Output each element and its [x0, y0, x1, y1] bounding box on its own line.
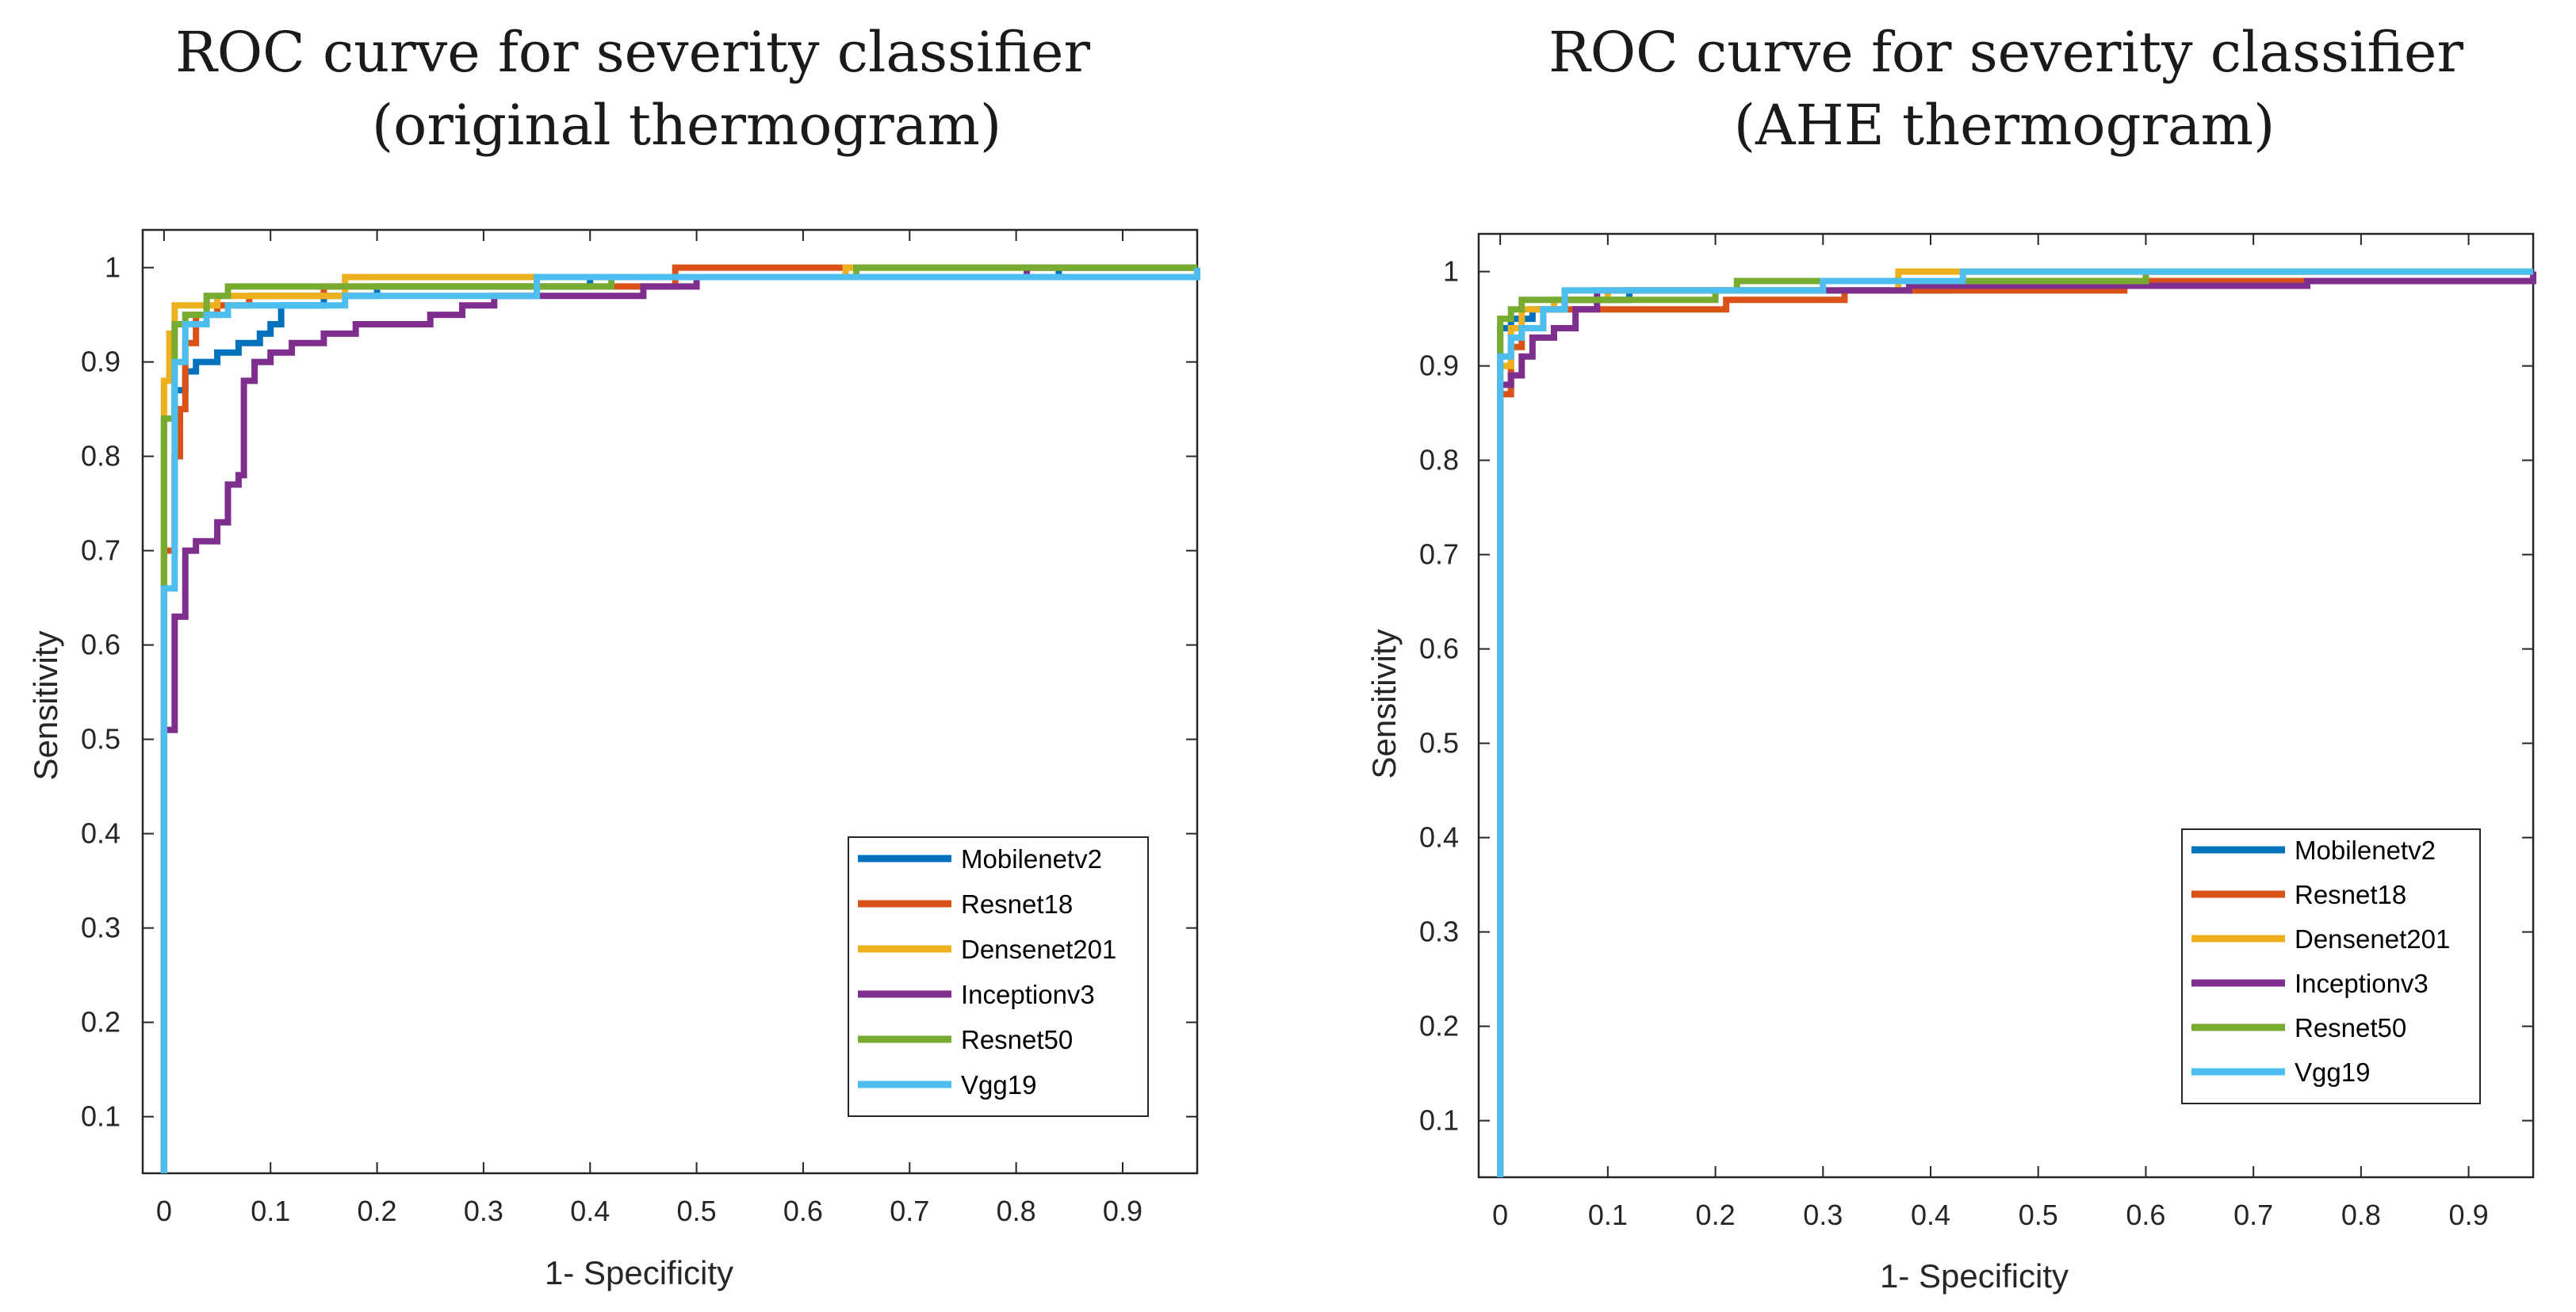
chart-title-line1: ROC curve for severity classifier: [175, 20, 1090, 85]
legend-label: Resnet18: [2295, 880, 2406, 909]
x-tick-label: 0.4: [1911, 1199, 1950, 1231]
y-tick-label: 0.3: [1419, 916, 1459, 948]
legend-label: Resnet18: [961, 889, 1073, 919]
x-tick-labels: 0 0.1 0.2 0.3 0.4 0.5 0.6 0.7 0.8 0.9: [1492, 1199, 2488, 1231]
series-layer: [160, 264, 1200, 1173]
x-tick-label: 0.7: [2233, 1199, 2273, 1231]
legend-label: Resnet50: [961, 1025, 1073, 1054]
y-tick-label: 0.9: [81, 346, 121, 378]
y-tick-label: 0.1: [1419, 1104, 1459, 1137]
legend-label: Densenet201: [961, 935, 1116, 964]
x-axis-label: 1- Specificity: [545, 1254, 733, 1291]
x-tick-labels: 0 0.1 0.2 0.3 0.4 0.5 0.6 0.7 0.8 0.9: [156, 1195, 1143, 1227]
x-tick-label: 0.2: [358, 1195, 397, 1227]
y-tick-label: 0.8: [1419, 444, 1459, 476]
chart-title-line2: (original thermogram): [372, 93, 1001, 158]
x-tick-label: 0.1: [251, 1195, 290, 1227]
y-tick-label: 0.5: [1419, 727, 1459, 759]
legend-label: Resnet50: [2295, 1013, 2406, 1042]
y-tick-label: 0.3: [81, 912, 121, 944]
roc-line-vgg19: [160, 267, 1200, 1173]
y-tick-label: 1: [1443, 255, 1459, 288]
roc-line-resnet50: [1497, 268, 2533, 1177]
chart-original-thermogram: ROC curve for severity classifier (origi…: [27, 20, 1200, 1291]
x-tick-label: 0.9: [2449, 1199, 2489, 1231]
y-tick-label: 0.6: [81, 629, 121, 661]
chart-title-line1: ROC curve for severity classifier: [1548, 20, 2463, 85]
x-tick-label: 0.8: [2341, 1199, 2381, 1231]
x-tick-label: 0.5: [677, 1195, 717, 1227]
axis-ticks: [1479, 234, 2533, 1177]
x-tick-label: 0: [156, 1195, 172, 1227]
x-tick-label: 0.5: [2019, 1199, 2058, 1231]
x-tick-label: 0.2: [1696, 1199, 1736, 1231]
legend-label: Mobilenetv2: [2295, 836, 2436, 865]
y-tick-label: 0.9: [1419, 350, 1459, 382]
legend-label: Vgg19: [2295, 1058, 2370, 1087]
x-axis-label: 1- Specificity: [1880, 1257, 2069, 1295]
x-tick-label: 0.8: [997, 1195, 1036, 1227]
legend-box: [2181, 828, 2481, 1104]
y-tick-label: 0.5: [81, 723, 121, 755]
y-tick-label: 0.4: [81, 817, 121, 850]
y-tick-label: 0.1: [81, 1100, 121, 1133]
y-tick-label: 0.7: [1419, 538, 1459, 571]
legend: Mobilenetv2 Resnet18 Densenet201 Incepti…: [2181, 828, 2481, 1104]
x-tick-label: 0.9: [1103, 1195, 1143, 1227]
x-tick-label: 0.4: [570, 1195, 610, 1227]
legend-box: [848, 836, 1149, 1117]
chart-title-line2: (AHE thermogram): [1734, 93, 2276, 158]
chart-ahe-thermogram: ROC curve for severity classifier (AHE t…: [1365, 20, 2536, 1295]
y-tick-label: 0.2: [1419, 1010, 1459, 1042]
x-tick-label: 0.6: [2126, 1199, 2165, 1231]
y-tick-label: 1: [105, 251, 121, 284]
y-tick-label: 0.4: [1419, 821, 1459, 854]
y-tick-labels: 0.1 0.2 0.3 0.4 0.5 0.6 0.7 0.8 0.9 1: [81, 251, 121, 1133]
legend-label: Densenet201: [2295, 924, 2450, 954]
y-axis-label: Sensitivity: [1365, 629, 1403, 778]
roc-line-inceptionv3: [160, 264, 1197, 1173]
legend-label: Inceptionv3: [2295, 969, 2429, 998]
x-tick-label: 0.6: [783, 1195, 823, 1227]
y-tick-label: 0.7: [81, 534, 121, 567]
y-tick-label: 0.8: [81, 440, 121, 472]
series-layer: [1497, 268, 2536, 1177]
roc-line-inceptionv3: [1497, 271, 2536, 1177]
y-tick-label: 0.2: [81, 1006, 121, 1039]
y-tick-label: 0.6: [1419, 633, 1459, 665]
roc-line-vgg19: [1497, 268, 2533, 1177]
x-tick-label: 0.7: [890, 1195, 929, 1227]
y-tick-labels: 0.1 0.2 0.3 0.4 0.5 0.6 0.7 0.8 0.9 1: [1419, 255, 1459, 1137]
x-tick-label: 0.1: [1588, 1199, 1628, 1231]
x-tick-label: 0.3: [1803, 1199, 1843, 1231]
x-tick-label: 0: [1492, 1199, 1508, 1231]
y-axis-label: Sensitivity: [27, 630, 64, 780]
legend-label: Mobilenetv2: [961, 844, 1102, 874]
legend-label: Vgg19: [961, 1070, 1036, 1100]
legend-label: Inceptionv3: [961, 980, 1095, 1009]
legend: Mobilenetv2 Resnet18 Densenet201 Incepti…: [848, 836, 1149, 1117]
x-tick-label: 0.3: [464, 1195, 503, 1227]
